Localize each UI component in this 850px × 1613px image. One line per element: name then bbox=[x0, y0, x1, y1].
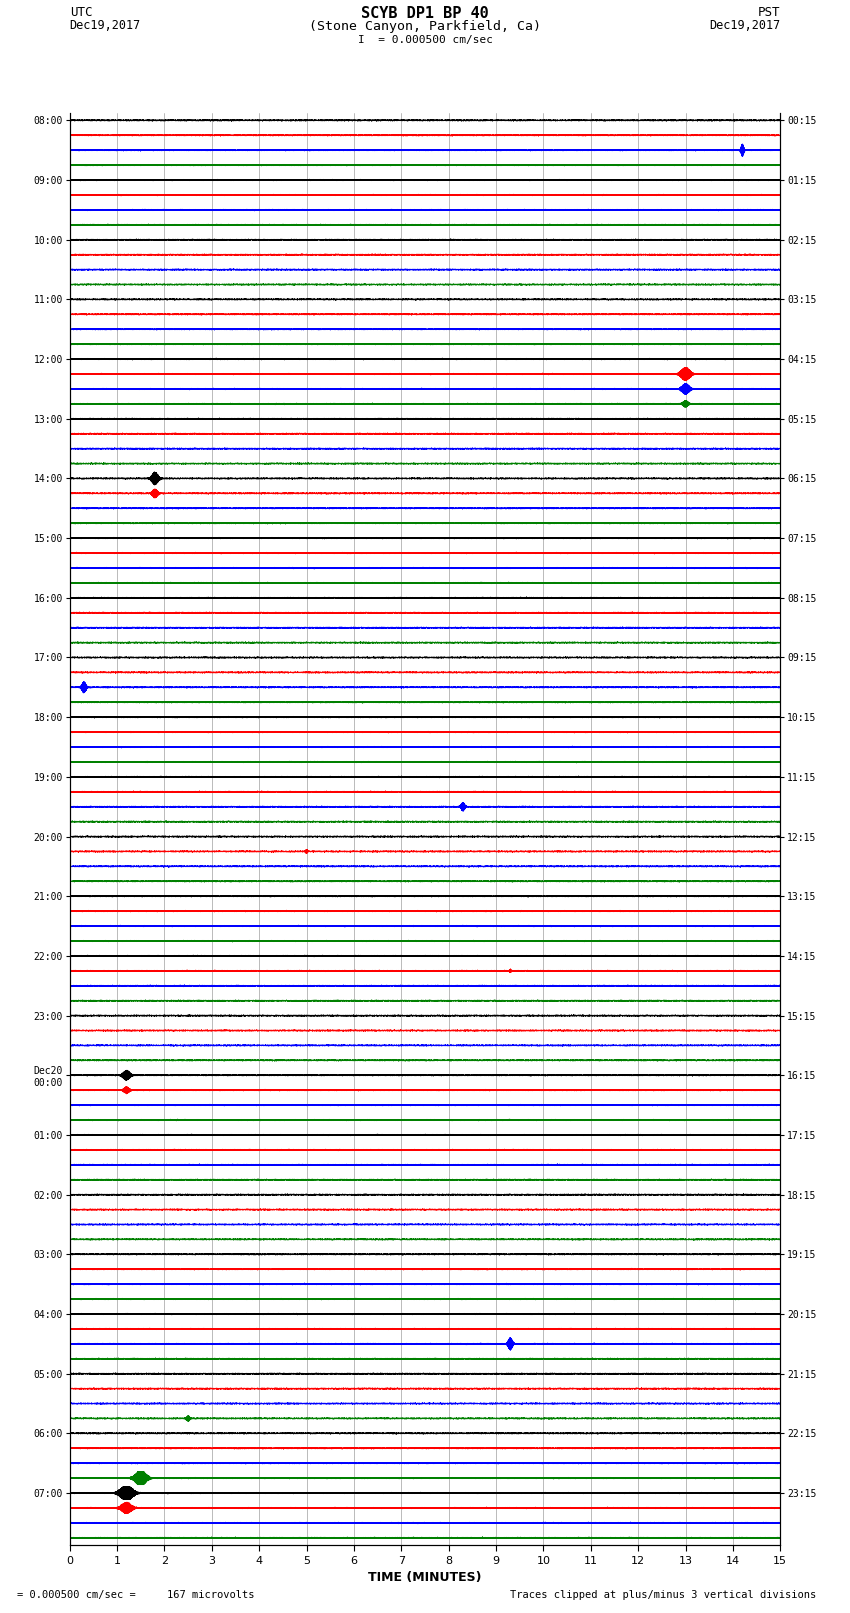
Text: = 0.000500 cm/sec =     167 microvolts: = 0.000500 cm/sec = 167 microvolts bbox=[17, 1590, 254, 1600]
Text: PST: PST bbox=[758, 5, 780, 19]
Text: Traces clipped at plus/minus 3 vertical divisions: Traces clipped at plus/minus 3 vertical … bbox=[510, 1590, 816, 1600]
Text: SCYB DP1 BP 40: SCYB DP1 BP 40 bbox=[361, 5, 489, 21]
Text: I  = 0.000500 cm/sec: I = 0.000500 cm/sec bbox=[358, 35, 492, 45]
X-axis label: TIME (MINUTES): TIME (MINUTES) bbox=[368, 1571, 482, 1584]
Text: Dec19,2017: Dec19,2017 bbox=[709, 18, 780, 32]
Text: UTC: UTC bbox=[70, 5, 92, 19]
Text: Dec19,2017: Dec19,2017 bbox=[70, 18, 141, 32]
Text: (Stone Canyon, Parkfield, Ca): (Stone Canyon, Parkfield, Ca) bbox=[309, 19, 541, 34]
